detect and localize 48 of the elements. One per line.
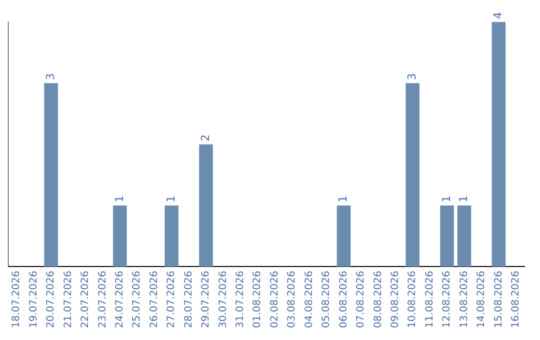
x-tick-label: 26.07.2026 — [148, 270, 160, 328]
x-tick-label: 18.07.2026 — [11, 270, 22, 328]
x-tick-label: 21.07.2026 — [62, 270, 74, 328]
x-tick-label: 01.08.2026 — [252, 270, 264, 328]
x-tick-label: 28.07.2026 — [183, 270, 194, 328]
x-tick-label: 03.08.2026 — [286, 270, 298, 328]
x-tick-label: 22.07.2026 — [80, 270, 92, 328]
data-label: 1 — [112, 196, 126, 203]
x-tick-label: 19.07.2026 — [28, 270, 40, 328]
x-tick-label: 29.07.2026 — [200, 270, 212, 328]
x-tick-label: 25.07.2026 — [132, 270, 143, 328]
x-tick-label: 06.08.2026 — [338, 270, 350, 328]
data-label: 3 — [44, 73, 57, 80]
data-label: 1 — [336, 196, 350, 203]
x-tick-label: 02.08.2026 — [269, 270, 280, 328]
x-tick-label: 16.08.2026 — [510, 270, 522, 328]
x-tick-label: 10.08.2026 — [407, 270, 418, 328]
x-tick-label: 31.07.2026 — [235, 270, 246, 328]
x-tick-label: 12.08.2026 — [442, 270, 453, 328]
x-tick-label: 07.08.2026 — [356, 270, 367, 328]
bar — [44, 83, 58, 267]
x-tick-label: 04.08.2026 — [304, 270, 315, 328]
data-label: 1 — [440, 196, 453, 203]
x-tick-label: 13.08.2026 — [458, 270, 470, 328]
x-tick-label: 20.07.2026 — [46, 270, 57, 328]
data-label: 2 — [198, 134, 212, 142]
bar — [113, 206, 127, 267]
x-tick-label: 27.07.2026 — [166, 270, 178, 328]
x-tick-label: 15.08.2026 — [493, 270, 504, 328]
x-tick-label: 09.08.2026 — [390, 270, 401, 328]
bar — [199, 144, 213, 267]
bar — [406, 83, 420, 267]
x-tick-label: 14.08.2026 — [476, 270, 488, 328]
bar — [164, 206, 178, 267]
x-tick-label: 05.08.2026 — [321, 270, 332, 328]
bar — [457, 206, 472, 267]
x-tick-label: 23.07.2026 — [97, 270, 108, 328]
data-label: 1 — [457, 196, 470, 203]
data-label: 4 — [492, 12, 505, 19]
x-tick-label: 08.08.2026 — [372, 270, 384, 328]
bar — [492, 22, 506, 267]
data-label: 1 — [164, 196, 178, 203]
x-tick-label: 24.07.2026 — [114, 270, 126, 328]
data-label: 3 — [405, 73, 418, 80]
x-tick-label: 30.07.2026 — [218, 270, 229, 328]
bar — [336, 206, 351, 267]
bar — [440, 206, 454, 267]
x-tick-label: 11.08.2026 — [424, 270, 436, 328]
